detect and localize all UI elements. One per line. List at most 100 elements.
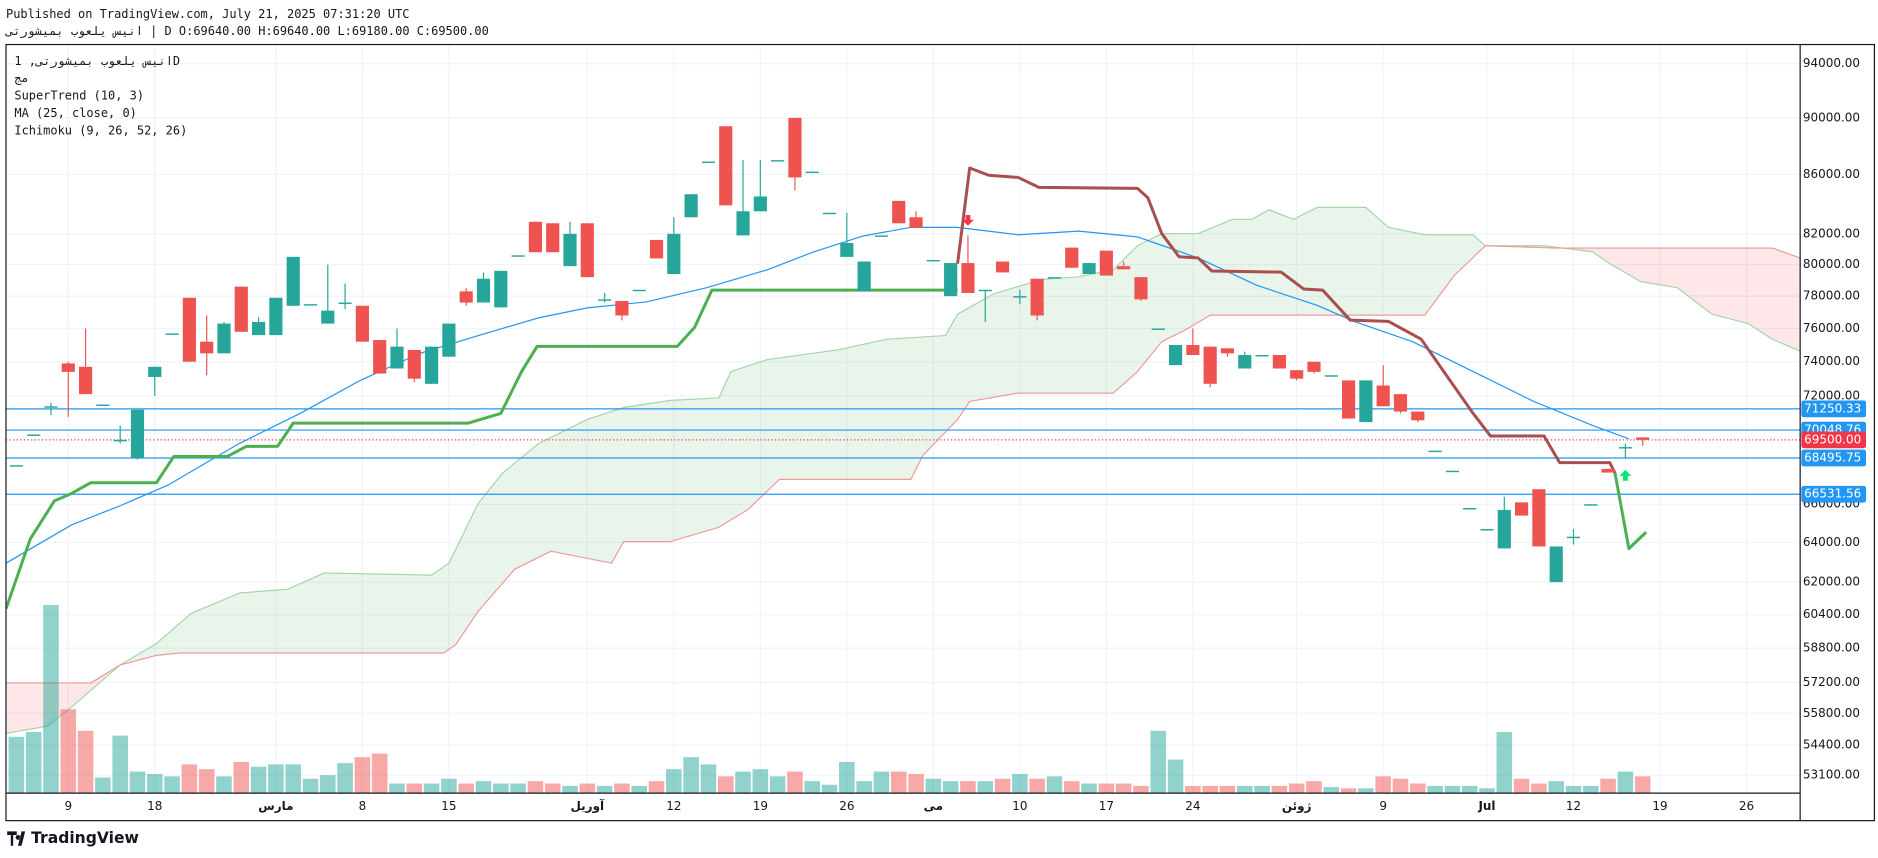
volume-bar (1254, 785, 1270, 794)
volume-bar (77, 730, 94, 794)
candle-body (355, 305, 369, 342)
logo-text: TradingView (31, 829, 139, 847)
cloud-up (5, 207, 1801, 734)
volume-bar (146, 773, 163, 794)
volume-bar (596, 785, 613, 794)
candles (9, 117, 1650, 583)
axes: 94000.00 90000.00 86000.00 82000.00 80000.00… (5, 54, 1867, 814)
volume-bar (1340, 788, 1357, 794)
x-tick-label: 19 (753, 799, 768, 813)
volume-bar (1548, 781, 1564, 794)
candle-body (1290, 370, 1304, 379)
volume-bar (129, 771, 146, 794)
volume-bar (1167, 759, 1184, 794)
candle-body (1186, 345, 1200, 356)
x-tick-label: 9 (64, 799, 72, 813)
supertrend-down (956, 166, 1617, 474)
volume-bar (1323, 787, 1340, 794)
candle-body (1238, 355, 1252, 369)
y-tick-label: 90000.00 (1803, 110, 1860, 124)
candle-body (667, 233, 681, 274)
candle-body (303, 304, 318, 306)
price-tag-label: 68495.75 (1804, 451, 1861, 465)
candle-body (1134, 277, 1148, 300)
candle-body (580, 223, 594, 278)
candle-body (390, 346, 404, 369)
candle-body (27, 434, 41, 436)
volume-bar (1375, 776, 1391, 794)
x-tick-label: ژوئن (1282, 799, 1312, 814)
x-tick-label: 18 (147, 799, 162, 813)
y-tick-label: 64000.00 (1803, 535, 1860, 549)
x-tick-label: 15 (441, 799, 456, 813)
volume-bar (717, 776, 734, 794)
y-tick-label: 62000.00 (1803, 575, 1860, 589)
y-tick-label: 54400.00 (1803, 738, 1860, 752)
candle-body (995, 261, 1010, 273)
candle-body (909, 217, 923, 228)
candle-body (217, 323, 231, 354)
volume-bar (510, 783, 526, 794)
volume-bar (198, 769, 215, 794)
price-tag (1801, 400, 1867, 418)
candle-body (788, 117, 802, 178)
candle-body (165, 333, 179, 335)
indicators (5, 166, 1648, 610)
signals (961, 215, 1632, 481)
candle-body (1203, 346, 1217, 384)
candle-body (234, 286, 248, 332)
last-price-label: 69500.00 (1804, 432, 1861, 446)
volume-bar (43, 605, 59, 794)
x-tick-label: 12 (1566, 799, 1581, 813)
volume-bar (1461, 785, 1478, 794)
volume-bar (994, 778, 1011, 794)
y-tick-label: 94000.00 (1803, 56, 1860, 70)
candle-body (459, 291, 473, 303)
candle-body (148, 366, 162, 377)
volume-bar (839, 761, 855, 794)
candle-body (822, 212, 837, 215)
candle-body (701, 161, 716, 164)
y-tick-label: 86000.00 (1803, 167, 1860, 181)
candle-body (1082, 263, 1096, 274)
volume-bar (1617, 771, 1634, 794)
candle-body (182, 297, 196, 362)
volume-bar (1410, 783, 1426, 794)
plot: 94000.00 90000.00 86000.00 82000.00 80000.00… (5, 44, 1867, 814)
candle-body (1532, 489, 1546, 547)
candle-body (476, 278, 491, 303)
volume-bar (164, 776, 180, 794)
volume-bar (302, 778, 319, 794)
candle-body (96, 404, 110, 406)
volume-bar (890, 771, 907, 794)
volume-bar (1444, 785, 1461, 794)
volume-bar (181, 764, 198, 794)
moving-average (5, 226, 1630, 564)
volume-bar (371, 753, 388, 794)
candle-body (1428, 450, 1442, 453)
volume-bar (233, 761, 250, 794)
volume-bar (1029, 778, 1045, 794)
candle-body (494, 270, 508, 308)
frame (5, 43, 1876, 822)
candle-body (528, 221, 543, 253)
x-tick-label: 17 (1099, 799, 1114, 813)
price-tag (1801, 449, 1867, 467)
candle-body (1376, 385, 1390, 407)
x-tick-label: می (924, 799, 944, 813)
volume-bar (406, 783, 423, 794)
volume-bar (1063, 781, 1080, 794)
volume-bar (441, 778, 457, 794)
volume-bar (1496, 732, 1513, 794)
volume-bar (1219, 785, 1236, 794)
volume-bar (977, 781, 994, 794)
candle-body (1618, 447, 1632, 449)
candle-body (1584, 504, 1598, 506)
candle-body (771, 160, 785, 162)
volume-bar (1306, 781, 1322, 794)
volume-bar (285, 764, 301, 794)
volume-bar (268, 764, 284, 794)
volume-bar (942, 781, 959, 794)
candle-body (719, 126, 733, 206)
volume-bar (1531, 783, 1547, 794)
